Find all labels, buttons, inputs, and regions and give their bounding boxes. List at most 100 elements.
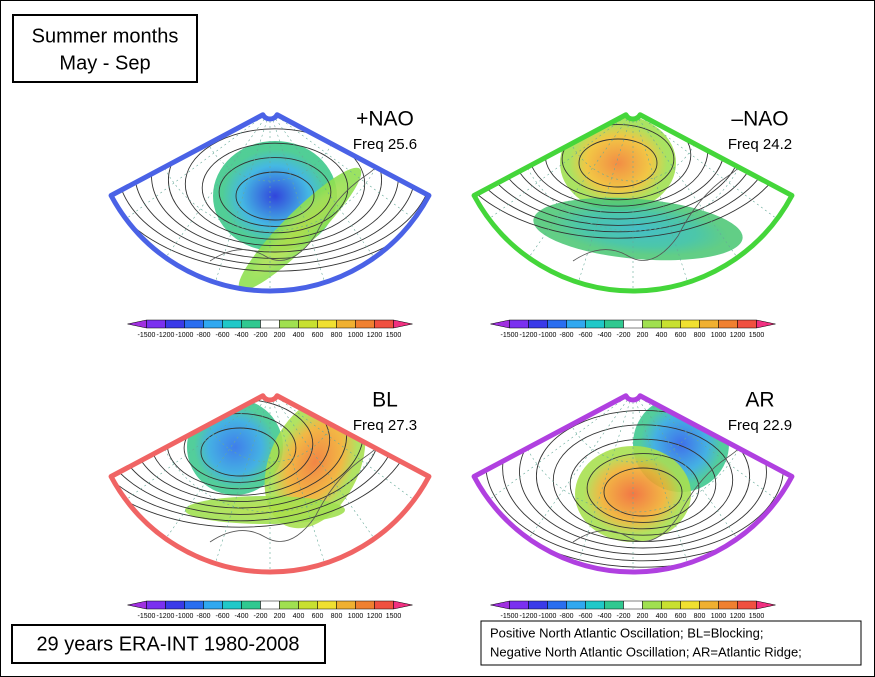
height-contour	[183, 413, 297, 483]
height-contour	[586, 453, 700, 523]
colorbar-swatch	[547, 319, 567, 329]
colorbar-swatch	[642, 600, 662, 610]
panel-freq: Freq 24.2	[728, 136, 792, 153]
colorbar-tick-label: -1200	[157, 613, 175, 620]
colorbar-tick-label: -1000	[176, 613, 194, 620]
meridian	[488, 114, 634, 220]
colorbar-tick-label: 1500	[749, 613, 765, 620]
colorbar-tick-label: 400	[656, 332, 668, 339]
colorbar-swatch	[393, 600, 413, 610]
colorbar-swatch	[184, 319, 204, 329]
colorbar-tick-label: 400	[293, 332, 305, 339]
colorbar-swatch	[699, 600, 719, 610]
footer-box	[11, 624, 326, 664]
colorbar-tick-label: -400	[597, 332, 611, 339]
colorbar-swatch	[355, 600, 375, 610]
panel-freq: Freq 27.3	[353, 417, 417, 434]
colorbar-swatch	[374, 600, 394, 610]
colorbar-swatch	[661, 319, 681, 329]
colorbar-tick-label: -400	[234, 332, 248, 339]
panel-name: AR	[745, 389, 774, 412]
meridian	[632, 114, 778, 220]
colorbar-swatch	[241, 319, 261, 329]
meridian	[165, 395, 271, 539]
colorbar-tick-label: -200	[253, 332, 267, 339]
colorbar-swatch	[222, 600, 242, 610]
colorbar-swatch	[566, 600, 586, 610]
colorbar-tick-label: 1200	[730, 332, 746, 339]
anomaly-area	[560, 115, 676, 211]
colorbar-swatch	[642, 319, 662, 329]
colorbar-swatch	[547, 600, 567, 610]
colorbar-tick-label: 1200	[367, 613, 383, 620]
meridian	[488, 395, 634, 501]
colorbar-swatch	[566, 319, 586, 329]
meridian	[528, 395, 634, 539]
colorbar-swatch	[737, 600, 757, 610]
meridian	[632, 114, 738, 258]
colorbar-swatch	[279, 600, 299, 610]
colorbar-tick-label: 400	[656, 613, 668, 620]
colorbar-tick-label: -1200	[520, 613, 538, 620]
colorbar-tick-label: 1000	[348, 332, 364, 339]
colorbar-tick-label: -800	[559, 332, 573, 339]
colorbar-tick-label: 1500	[749, 332, 765, 339]
height-contour	[603, 467, 683, 517]
colorbar-tick-label: 800	[331, 613, 343, 620]
legend-box	[480, 620, 862, 666]
panel-freq: Freq 25.6	[353, 136, 417, 153]
height-contour	[474, 395, 792, 568]
height-contour	[569, 438, 717, 530]
colorbar-tick-label: -200	[253, 613, 267, 620]
meridian	[269, 114, 415, 220]
colorbar-swatch	[528, 319, 548, 329]
map-panel	[474, 395, 792, 572]
map-panel	[474, 114, 792, 291]
colorbar-tick-label: -1000	[539, 613, 557, 620]
colorbar-tick-label: 1200	[367, 332, 383, 339]
colorbar-swatch	[604, 319, 624, 329]
colorbar-swatch	[184, 600, 204, 610]
colorbar-swatch	[661, 600, 681, 610]
colorbar-tick-label: -1500	[501, 613, 519, 620]
colorbar-swatch	[165, 319, 185, 329]
colorbar-swatch	[699, 319, 719, 329]
colorbar-tick-label: -600	[215, 332, 229, 339]
colorbar-swatch	[718, 319, 738, 329]
colorbar-tick-label: -1500	[501, 332, 519, 339]
height-contour	[578, 138, 658, 188]
colorbar-tick-label: 1000	[348, 613, 364, 620]
colorbar-swatch	[203, 319, 223, 329]
panel-border	[108, 112, 432, 294]
colorbar-swatch	[756, 600, 776, 610]
colorbar-swatch	[528, 600, 548, 610]
colorbar-swatch	[336, 319, 356, 329]
panel-border	[471, 112, 795, 294]
colorbar-tick-label: 1200	[730, 613, 746, 620]
height-contour	[235, 171, 315, 221]
meridian	[632, 395, 778, 501]
height-contour	[552, 424, 734, 536]
colorbar-swatch	[509, 600, 529, 610]
height-contour	[111, 114, 429, 272]
colorbar-tick-label: 1000	[711, 613, 727, 620]
colorbar-tick-label: -800	[559, 613, 573, 620]
colorbar-swatch	[260, 600, 280, 610]
panel-name: BL	[372, 389, 398, 412]
meridian	[125, 395, 271, 501]
meridian	[577, 395, 634, 564]
height-contour	[200, 427, 280, 477]
colorbar-swatch	[355, 319, 375, 329]
panel-border	[471, 393, 795, 575]
meridian	[269, 114, 326, 283]
panel-border	[108, 393, 432, 575]
colorbar-tick-label: 200	[274, 613, 286, 620]
legend-line: Negative North Atlantic Oscillation; AR=…	[490, 644, 802, 659]
colorbar-swatch	[737, 319, 757, 329]
legend-line: Positive North Atlantic Oscillation; BL=…	[490, 625, 764, 640]
meridian	[528, 114, 634, 258]
meridian	[632, 114, 689, 283]
colorbar-tick-label: -1200	[157, 332, 175, 339]
